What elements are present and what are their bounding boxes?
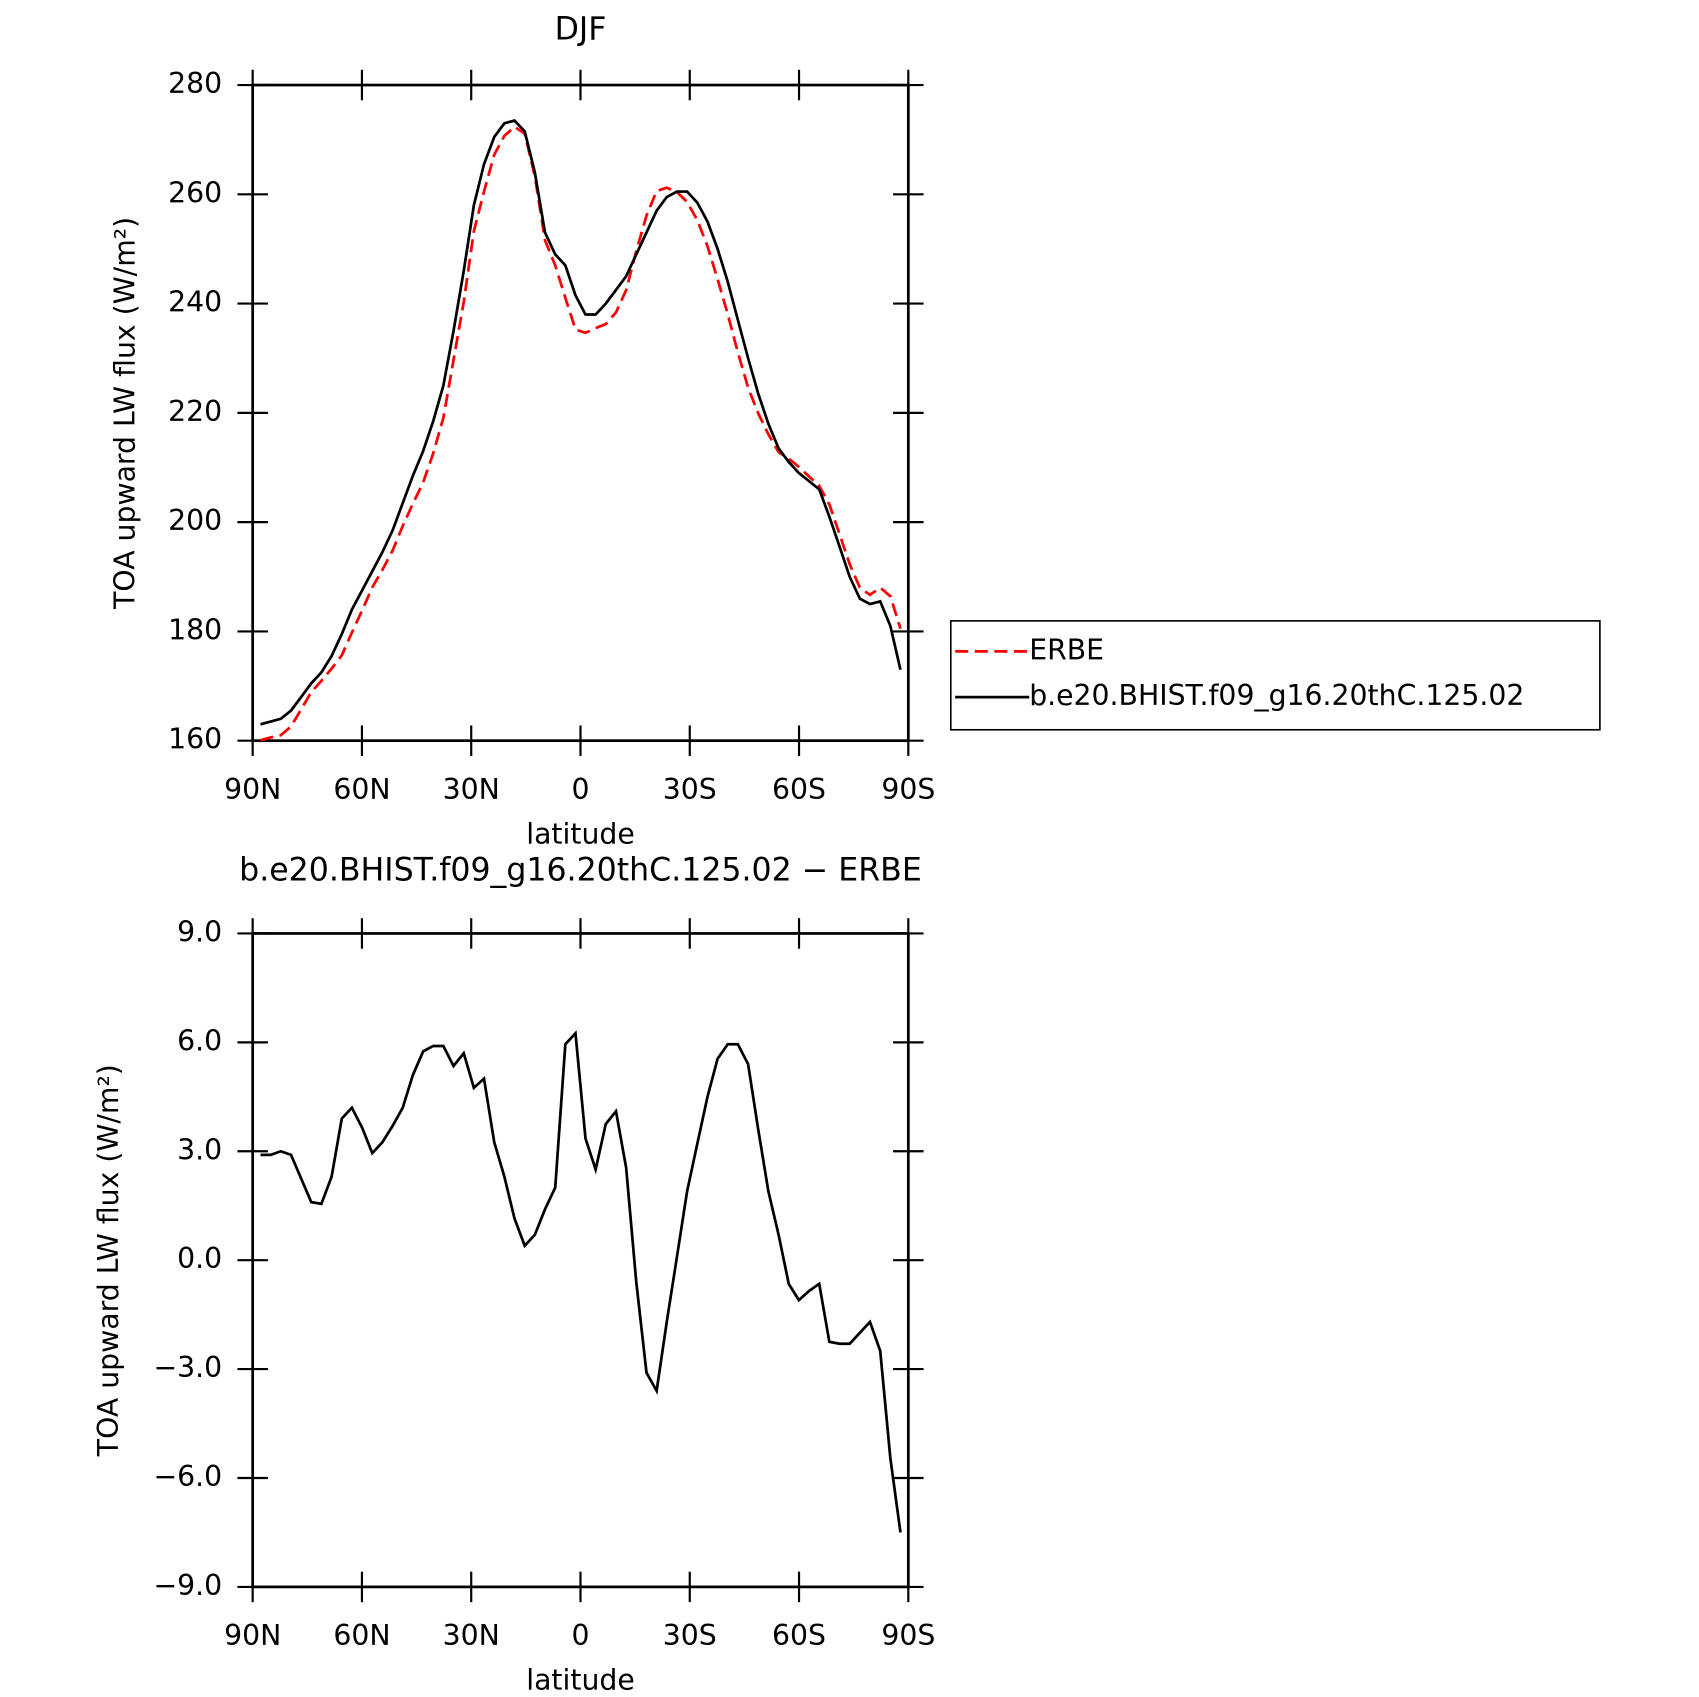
x-tick-label: 0 [571,1619,589,1652]
x-tick-label: 60S [772,773,826,806]
x-axis-label: latitude [526,1664,635,1697]
legend-label: ERBE [1029,633,1104,666]
y-tick-label: −9.0 [153,1569,222,1602]
y-tick-label: 260 [168,176,222,209]
plot-frame [251,83,910,743]
x-tick-label: 60S [772,1619,826,1652]
y-tick-label: 0.0 [177,1242,222,1275]
y-tick-label: 9.0 [177,915,222,948]
y-tick-label: 160 [168,723,222,756]
y-axis-label: TOA upward LW flux (W/m²) [108,217,141,610]
x-tick-label: 30N [443,1619,500,1652]
y-tick-label: 200 [168,504,222,537]
x-tick-label: 30N [443,773,500,806]
y-tick-label: 180 [168,613,222,646]
x-tick-label: 30S [663,1619,717,1652]
y-tick-label: −6.0 [153,1460,222,1493]
x-tick-label: 60N [333,1619,390,1652]
x-tick-label: 30S [663,773,717,806]
y-tick-label: −3.0 [153,1351,222,1384]
y-tick-label: 3.0 [177,1133,222,1166]
data-line [260,1030,902,1533]
data-line [260,125,902,742]
chart-title: DJF [555,12,607,48]
x-tick-label: 90N [224,773,281,806]
x-tick-label: 90S [881,773,935,806]
y-axis-label: TOA upward LW flux (W/m²) [92,1064,125,1457]
y-tick-label: 6.0 [177,1024,222,1057]
y-tick-label: 280 [168,67,222,100]
y-tick-label: 240 [168,286,222,319]
legend-box [949,620,1601,731]
x-axis-label: latitude [526,817,635,850]
plot-frame [251,932,910,1589]
chart-title: b.e20.BHIST.f09_g16.20thC.125.02 − ERBE [239,852,922,888]
x-tick-label: 0 [571,773,589,806]
x-tick-label: 90N [224,1619,281,1652]
data-line [260,119,902,726]
legend-label: b.e20.BHIST.f09_g16.20thC.125.02 [1029,679,1524,712]
x-tick-label: 90S [881,1619,935,1652]
x-tick-label: 60N [333,773,390,806]
y-tick-label: 220 [168,395,222,428]
